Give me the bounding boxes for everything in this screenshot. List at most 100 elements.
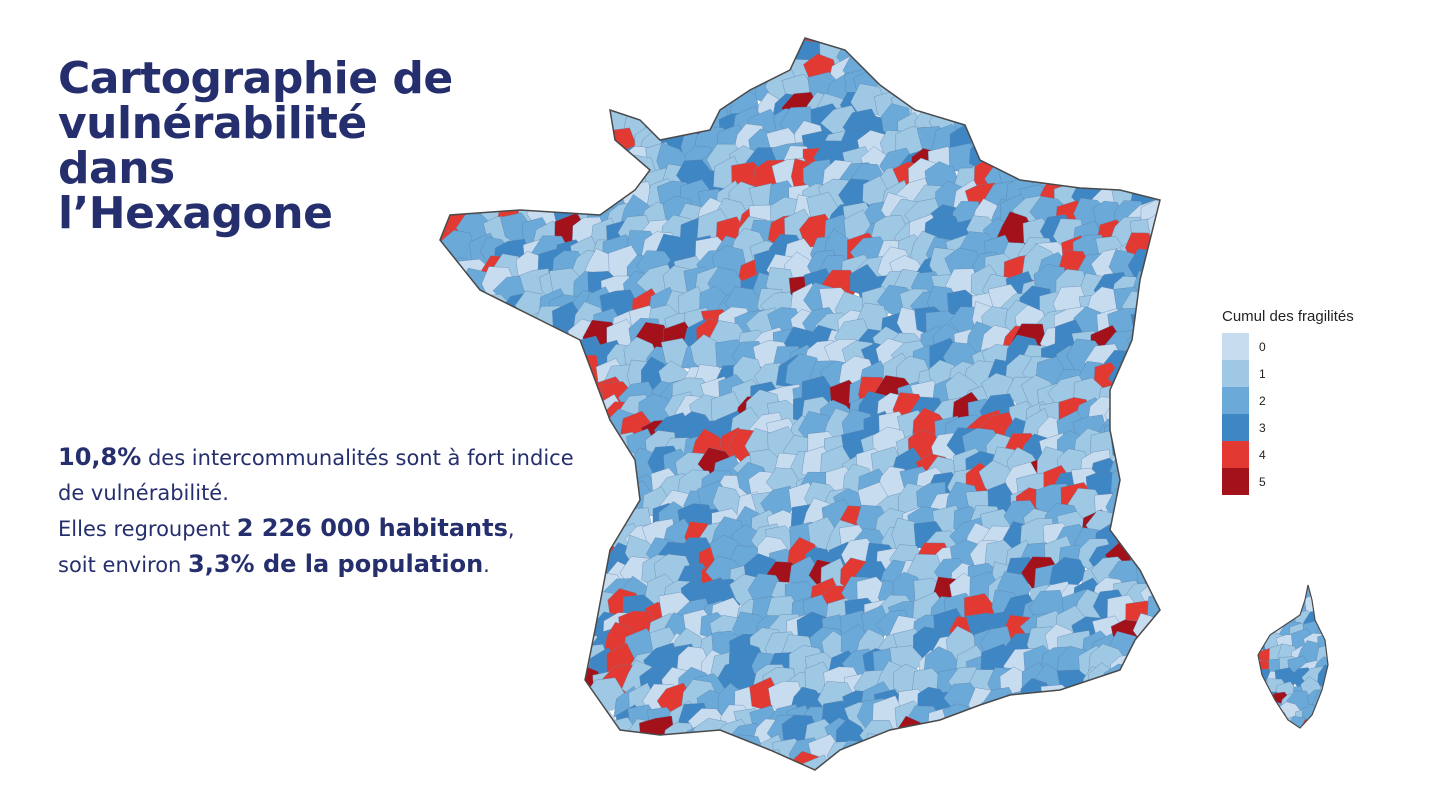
territory-cell xyxy=(553,38,588,46)
territory-cell xyxy=(1317,703,1328,728)
territory-cell xyxy=(569,411,602,445)
territory-cell xyxy=(1170,233,1180,262)
territory-cell xyxy=(474,556,509,595)
territory-cell xyxy=(1025,38,1053,72)
territory-cell xyxy=(456,303,494,341)
territory-cell xyxy=(518,615,554,646)
territory-cell xyxy=(536,558,573,596)
territory-cell xyxy=(1162,565,1181,596)
territory-cell xyxy=(1127,451,1160,484)
territory-cell xyxy=(826,38,859,46)
territory-cell xyxy=(497,538,535,572)
territory-cell xyxy=(458,411,494,449)
territory-cell xyxy=(462,327,492,361)
territory-cell xyxy=(554,105,588,141)
territory-cell xyxy=(440,141,457,179)
territory-cell xyxy=(525,685,562,717)
territory-cell xyxy=(657,38,693,73)
territory-cell xyxy=(501,436,539,470)
territory-cell xyxy=(588,508,624,539)
territory-cell xyxy=(1110,38,1152,53)
territory-cell xyxy=(440,53,458,87)
territory-cell xyxy=(463,536,493,575)
territory-cell xyxy=(496,167,538,201)
territory-cell xyxy=(1165,129,1180,164)
territory-cell xyxy=(462,483,494,517)
territory-cell xyxy=(1159,358,1160,397)
territory-cell xyxy=(887,38,922,64)
territory-cell xyxy=(1115,719,1146,754)
territory-cell xyxy=(1172,150,1180,183)
territory-cell xyxy=(679,58,715,88)
territory-cell xyxy=(522,39,557,72)
territory-cell xyxy=(440,358,449,393)
territory-cell xyxy=(440,38,458,73)
territory-cell xyxy=(846,38,875,57)
legend-row-3: 3 xyxy=(1222,414,1354,441)
territory-cell xyxy=(1152,55,1160,88)
territory-cell xyxy=(1004,128,1044,159)
territory-cell xyxy=(930,38,967,52)
territory-cell xyxy=(443,38,476,61)
territory-cell xyxy=(588,725,621,754)
territory-cell xyxy=(1258,608,1278,632)
territory-cell xyxy=(463,50,498,88)
territory-cell xyxy=(569,434,606,466)
territory-cell xyxy=(1258,585,1277,596)
territory-cell xyxy=(536,569,574,605)
territory-cell xyxy=(1168,738,1180,767)
territory-cell xyxy=(487,146,515,179)
territory-cell xyxy=(1052,38,1089,67)
legend-label-1: 1 xyxy=(1259,366,1266,381)
choropleth-map-corse xyxy=(1257,584,1329,729)
territory-cell xyxy=(552,513,586,548)
territory-cell xyxy=(500,751,537,770)
territory-cell xyxy=(1168,178,1181,210)
territory-cell xyxy=(553,488,587,524)
territory-cell xyxy=(496,38,536,50)
territory-cell xyxy=(637,59,672,90)
territory-cell xyxy=(481,585,511,625)
territory-cell xyxy=(1103,663,1140,704)
territory-cell xyxy=(481,102,514,136)
territory-cell xyxy=(504,740,536,770)
territory-cell xyxy=(420,669,437,704)
territory-cell xyxy=(571,146,610,182)
territory-cell xyxy=(644,91,677,128)
territory-cell xyxy=(1055,104,1090,142)
territory-cell xyxy=(987,60,1023,95)
territory-cell xyxy=(499,646,536,683)
territory-cell xyxy=(1158,540,1160,575)
territory-cell xyxy=(446,399,481,432)
territory-cell xyxy=(440,485,442,518)
territory-cell xyxy=(1129,644,1160,681)
territory-cell xyxy=(534,38,569,53)
territory-cell xyxy=(440,413,465,449)
territory-cell xyxy=(1258,617,1271,642)
territory-cell xyxy=(538,430,572,462)
territory-cell xyxy=(1078,686,1113,720)
territory-cell xyxy=(694,743,725,770)
territory-cell xyxy=(697,754,732,770)
territory-cell xyxy=(571,58,613,91)
territory-cell xyxy=(482,451,516,484)
territory-cell xyxy=(1061,77,1101,112)
territory-cell xyxy=(548,141,584,178)
territory-cell xyxy=(729,753,768,770)
territory-cell xyxy=(1079,39,1113,73)
territory-cell xyxy=(1165,166,1180,195)
territory-cell xyxy=(577,120,604,157)
territory-cell xyxy=(447,668,484,706)
territory-cell xyxy=(448,631,485,666)
territory-cell xyxy=(1120,685,1160,717)
page-title: Cartographie de vulnérabilité dans l’Hex… xyxy=(58,56,453,236)
territory-cell xyxy=(420,571,438,611)
territory-cell xyxy=(1325,679,1328,704)
territory-cell xyxy=(496,146,525,178)
legend-title: Cumul des fragilités xyxy=(1222,308,1354,325)
territory-cell xyxy=(1085,38,1126,66)
territory-cell xyxy=(520,666,553,699)
territory-cell xyxy=(451,593,480,631)
territory-cell xyxy=(499,599,541,632)
territory-cell xyxy=(440,703,442,742)
